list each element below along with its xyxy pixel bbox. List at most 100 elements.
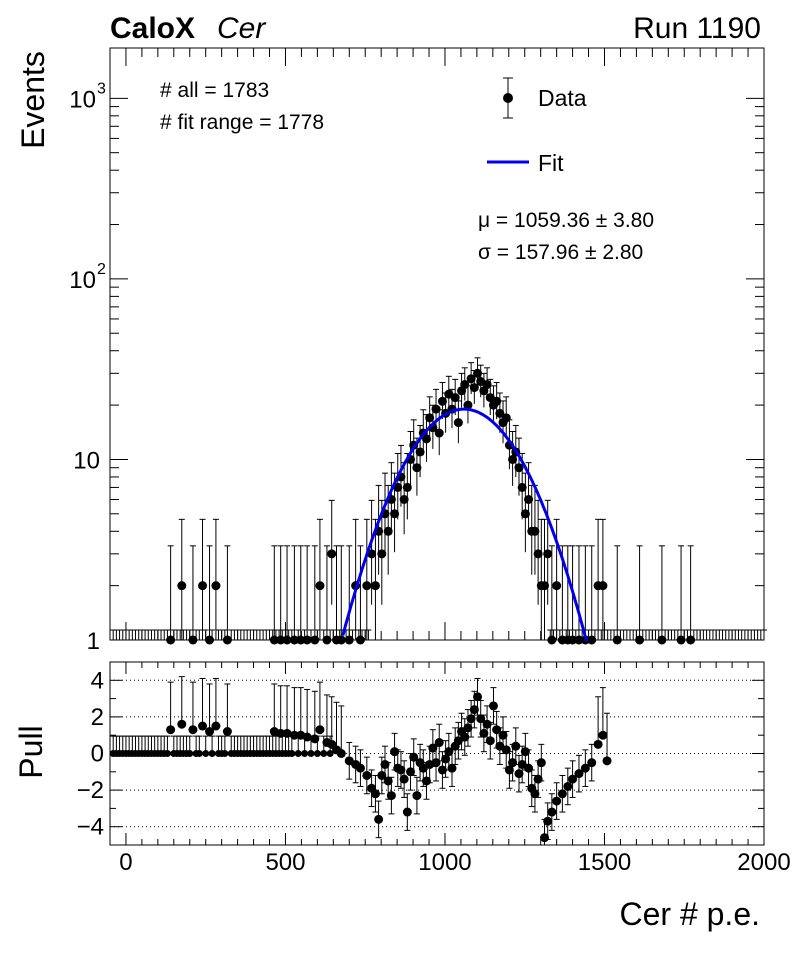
pull-baseline-point (288, 750, 296, 757)
pull-point (441, 754, 451, 764)
pull-baseline-point (294, 750, 302, 757)
data-point (495, 408, 505, 418)
data-point (425, 413, 435, 423)
pull-point (580, 763, 590, 773)
pull-point (396, 765, 406, 775)
data-point (322, 635, 332, 645)
pull-point (412, 791, 422, 801)
data-point (289, 635, 299, 645)
pull-point (466, 714, 476, 724)
pull-point (557, 789, 567, 799)
pull-y-tick-label: −4 (77, 814, 104, 841)
pull-point (602, 756, 612, 766)
data-point (390, 509, 400, 519)
pull-baseline-point (301, 750, 309, 757)
pull-point (409, 752, 419, 762)
pull-baseline-point (195, 750, 203, 757)
pull-baseline-point (221, 750, 229, 757)
pull-baseline-point (186, 750, 194, 757)
pull-baseline-point (313, 750, 321, 757)
pull-point (476, 714, 486, 724)
pull-point (188, 725, 198, 735)
data-point (393, 482, 403, 492)
data-point (315, 581, 325, 591)
pull-point (593, 739, 603, 749)
pull-baseline-point (208, 750, 216, 757)
top-y-tick-exponent: 2 (97, 261, 106, 278)
data-point (463, 400, 473, 410)
data-point (383, 526, 393, 536)
data-point (205, 635, 215, 645)
data-point (568, 635, 578, 645)
pull-point (377, 770, 387, 780)
data-point (530, 526, 540, 536)
pull-point (447, 763, 457, 773)
data-point (469, 383, 479, 393)
x-tick-label: 2000 (737, 849, 790, 876)
data-point (269, 635, 279, 645)
top-y-tick-label: 10 (69, 86, 96, 113)
pull-point (434, 738, 444, 748)
data-point (543, 549, 553, 559)
pull-point (563, 781, 573, 791)
data-point (460, 380, 470, 390)
stat-sigma: σ = 157.96 ± 2.80 (478, 241, 643, 264)
pull-y-tick-label: 2 (91, 704, 104, 731)
data-point (276, 635, 286, 645)
pull-baseline-point (307, 750, 315, 757)
pull-point (402, 807, 412, 817)
pull-point (370, 789, 380, 799)
pull-point (362, 770, 372, 780)
pull-point (485, 736, 495, 746)
data-point (302, 635, 312, 645)
data-point (166, 635, 176, 645)
x-tick-label: 1500 (578, 849, 631, 876)
data-point (482, 380, 492, 390)
data-point (421, 434, 431, 444)
pull-point (469, 705, 479, 715)
pull-point (536, 758, 546, 768)
data-point (362, 581, 372, 591)
data-point (552, 581, 562, 591)
data-point (533, 549, 543, 559)
pull-point (399, 774, 409, 784)
data-point (514, 463, 524, 473)
pull-baseline-point (326, 750, 334, 757)
pull-point (473, 692, 483, 702)
top-y-tick-label: 1 (87, 628, 100, 655)
pull-point (428, 743, 438, 753)
pull-point (386, 791, 396, 801)
pull-point (310, 734, 320, 744)
pull-point (598, 730, 608, 740)
pull-point (302, 732, 312, 742)
stat-mu: μ = 1059.36 ± 3.80 (478, 209, 654, 232)
data-point (377, 549, 387, 559)
pull-point (177, 719, 187, 729)
pull-point (479, 728, 489, 738)
pull-point (315, 725, 325, 735)
pull-point (574, 769, 584, 779)
data-point (676, 635, 686, 645)
pull-point (336, 749, 346, 758)
top-y-tick-exponent: 3 (97, 80, 106, 97)
data-point (612, 635, 622, 645)
pull-point (211, 721, 221, 731)
data-point (431, 404, 441, 414)
pull-point (374, 814, 384, 824)
pull-data-marks (109, 676, 612, 846)
pull-point (504, 765, 514, 775)
data-point (437, 396, 447, 406)
pull-baseline-point (202, 750, 210, 757)
pull-point (205, 727, 215, 737)
pull-point (511, 741, 521, 751)
data-point (412, 463, 422, 473)
pull-point (488, 701, 498, 711)
data-point (473, 368, 483, 378)
data-point (635, 635, 645, 645)
data-point (336, 635, 346, 645)
legend-data-marker (503, 93, 513, 103)
data-point (327, 549, 337, 559)
pull-point (552, 796, 562, 806)
data-point (598, 581, 608, 591)
